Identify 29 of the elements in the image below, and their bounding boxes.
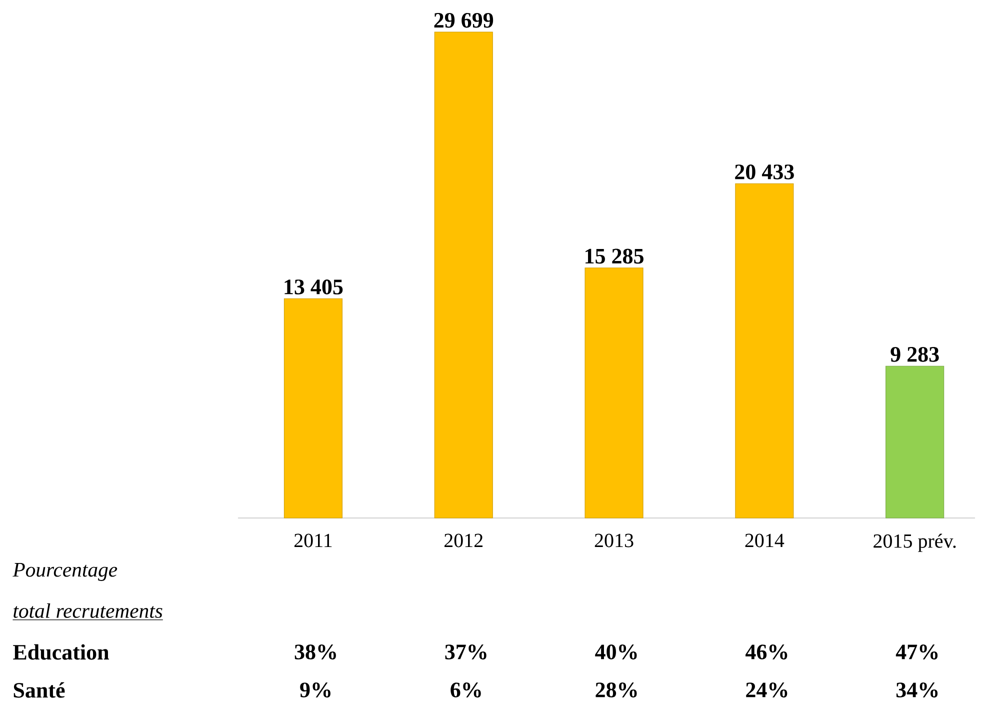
text: 46% (746, 644, 788, 660)
text: Education (13, 644, 109, 660)
x-tick-label: 2012 (444, 534, 483, 548)
text: 40% (595, 644, 637, 660)
text: 34% (896, 682, 938, 698)
text: 28% (596, 682, 637, 698)
text: Santé (14, 682, 65, 698)
data-label: 29 699 (434, 12, 494, 28)
data-label: 20 433 (735, 164, 794, 180)
text: 37% (445, 644, 486, 660)
text: total recrutements (14, 603, 162, 618)
data-label: 9 283 (890, 346, 939, 362)
bar (434, 32, 493, 518)
bar (284, 298, 342, 518)
data-label: 15 285 (586, 248, 644, 264)
x-tick-label: 2011 (294, 534, 332, 548)
text: 47% (896, 644, 938, 660)
data-label: 13 405 (284, 280, 343, 294)
x-tick-label: 2015 prév. (874, 534, 956, 552)
text: 9% (300, 682, 330, 698)
bar (886, 366, 944, 518)
text: 24% (746, 682, 788, 698)
x-tick-label: 2014 (745, 534, 784, 548)
bar (735, 183, 794, 518)
text: 6% (450, 682, 481, 698)
x-tick-label: 2013 (594, 534, 634, 548)
bar (584, 268, 644, 518)
text: 38% (294, 644, 336, 660)
text: Pourcentage (12, 563, 118, 581)
